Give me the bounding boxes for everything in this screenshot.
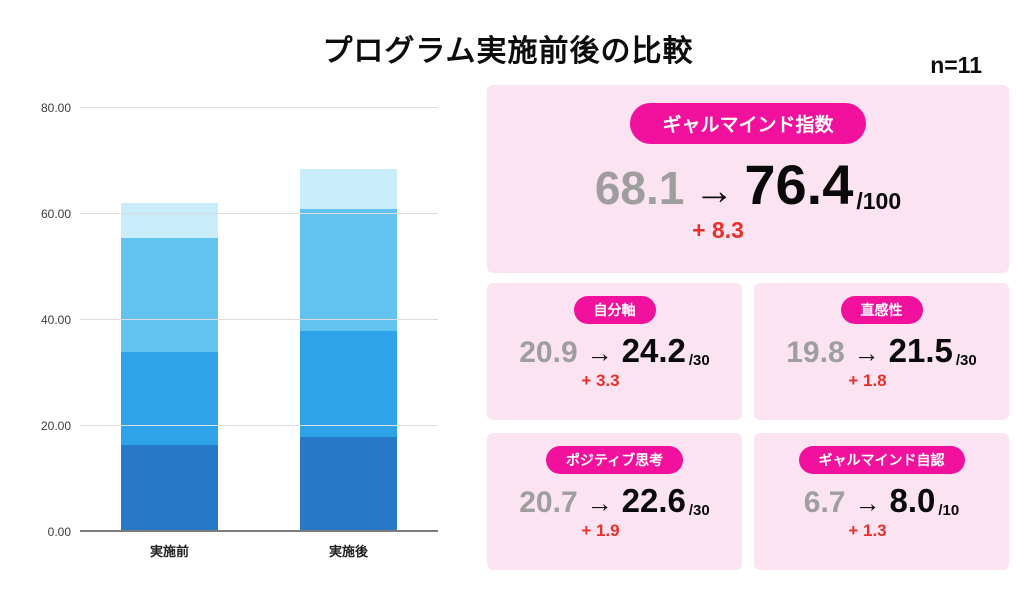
metrics-grid: 自分軸 20.9 → 24.2 /30 + 3.3 直感性 19.8 → 21.…: [487, 283, 1009, 570]
summary-after-value: 76.4: [744, 153, 854, 216]
y-axis-tick-label: 60.00: [40, 207, 71, 221]
metric-panel-jibunjiku: 自分軸 20.9 → 24.2 /30 + 3.3: [487, 283, 742, 420]
stacked-bar: [300, 108, 397, 532]
bar-segment-layer-4: [300, 168, 397, 209]
stacked-bar: [121, 108, 218, 532]
arrow-glyph: →: [854, 488, 881, 518]
bar-segment-layer-3: [300, 208, 397, 331]
metric-denominator: /30: [955, 352, 977, 369]
bar-segment-layer-2: [121, 351, 218, 445]
metric-panel-chokkansei: 直感性 19.8 → 21.5 /30 + 1.8: [754, 283, 1009, 420]
arrow-glyph: →: [586, 488, 613, 518]
bar-segment-layer-3: [121, 237, 218, 352]
stacked-bar-chart: 実施前 実施後 80.00 60.00 40.00 20.00 0.00: [28, 96, 440, 560]
metric-denominator: /30: [688, 502, 710, 519]
metric-delta: + 1.3: [848, 521, 887, 540]
arrow-glyph: →: [586, 338, 613, 368]
gridline: [80, 425, 438, 426]
bar-column-1: 実施前: [121, 108, 218, 559]
bars-row: 実施前 実施後: [80, 108, 438, 559]
bar-segment-layer-1: [300, 436, 397, 532]
y-axis-tick-label: 80.00: [40, 101, 71, 115]
summary-denominator: /100: [856, 188, 902, 214]
metric-badge: ギャルマインド自認: [798, 446, 965, 474]
summary-badge: ギャルマインド指数: [630, 103, 866, 144]
metric-after-value: 8.0: [889, 482, 936, 519]
sample-size-label: n=11: [930, 52, 982, 78]
metric-badge: 直感性: [840, 296, 923, 324]
summary-before-value: 68.1: [594, 162, 685, 214]
y-axis-tick-label: 0.00: [47, 525, 71, 539]
metric-numbers: 20.9 → 24.2 /30: [519, 332, 709, 370]
page-title: プログラム実施前後の比較: [322, 35, 694, 68]
metric-badge: ポジティブ思考: [545, 446, 684, 474]
metric-after-value: 24.2: [621, 332, 686, 369]
y-axis-tick-label: 20.00: [40, 419, 71, 433]
summary-delta: + 8.3: [692, 217, 744, 243]
summary-panel: ギャルマインド指数 68.1 → 76.4 /100 + 8.3: [487, 85, 1009, 273]
metric-delta: + 1.8: [848, 371, 887, 390]
bar-segment-layer-2: [300, 330, 397, 437]
metric-panel-positive-thinking: ポジティブ思考 20.7 → 22.6 /30 + 1.9: [487, 433, 742, 570]
metric-panel-gal-mind-self-identification: ギャルマインド自認 6.7 → 8.0 /10 + 1.3: [754, 433, 1009, 570]
summary-numbers: 68.1 → 76.4 /100: [595, 152, 901, 217]
metric-after-value: 21.5: [888, 332, 953, 369]
gridline: [80, 107, 438, 108]
bar-segment-layer-4: [121, 203, 218, 238]
arrow-glyph: →: [694, 169, 735, 213]
bar-column-2: 実施後: [300, 108, 397, 559]
x-axis-tick-label: 実施後: [328, 544, 368, 559]
metric-delta: + 1.9: [581, 521, 620, 540]
bar-segment-layer-1: [121, 444, 218, 532]
metric-badge: 自分軸: [573, 296, 656, 324]
metric-delta: + 3.3: [581, 371, 620, 390]
y-axis-tick-label: 40.00: [40, 313, 71, 327]
metric-before-value: 6.7: [803, 486, 846, 519]
gridline: [80, 319, 438, 320]
arrow-glyph: →: [853, 338, 880, 368]
metric-denominator: /30: [688, 352, 710, 369]
x-axis-tick-label: 実施前: [149, 544, 189, 559]
metric-denominator: /10: [938, 502, 960, 519]
gridline: [80, 213, 438, 214]
metric-numbers: 20.7 → 22.6 /30: [519, 482, 709, 520]
metric-numbers: 19.8 → 21.5 /30: [786, 332, 976, 370]
metric-before-value: 20.9: [519, 336, 578, 369]
metric-after-value: 22.6: [621, 482, 686, 519]
metric-before-value: 20.7: [519, 486, 578, 519]
plot-area: 実施前 実施後 80.00 60.00 40.00 20.00 0.00: [41, 101, 438, 559]
metric-before-value: 19.8: [786, 336, 845, 369]
x-axis-line: [80, 530, 438, 532]
metric-numbers: 6.7 → 8.0 /10: [804, 482, 959, 520]
